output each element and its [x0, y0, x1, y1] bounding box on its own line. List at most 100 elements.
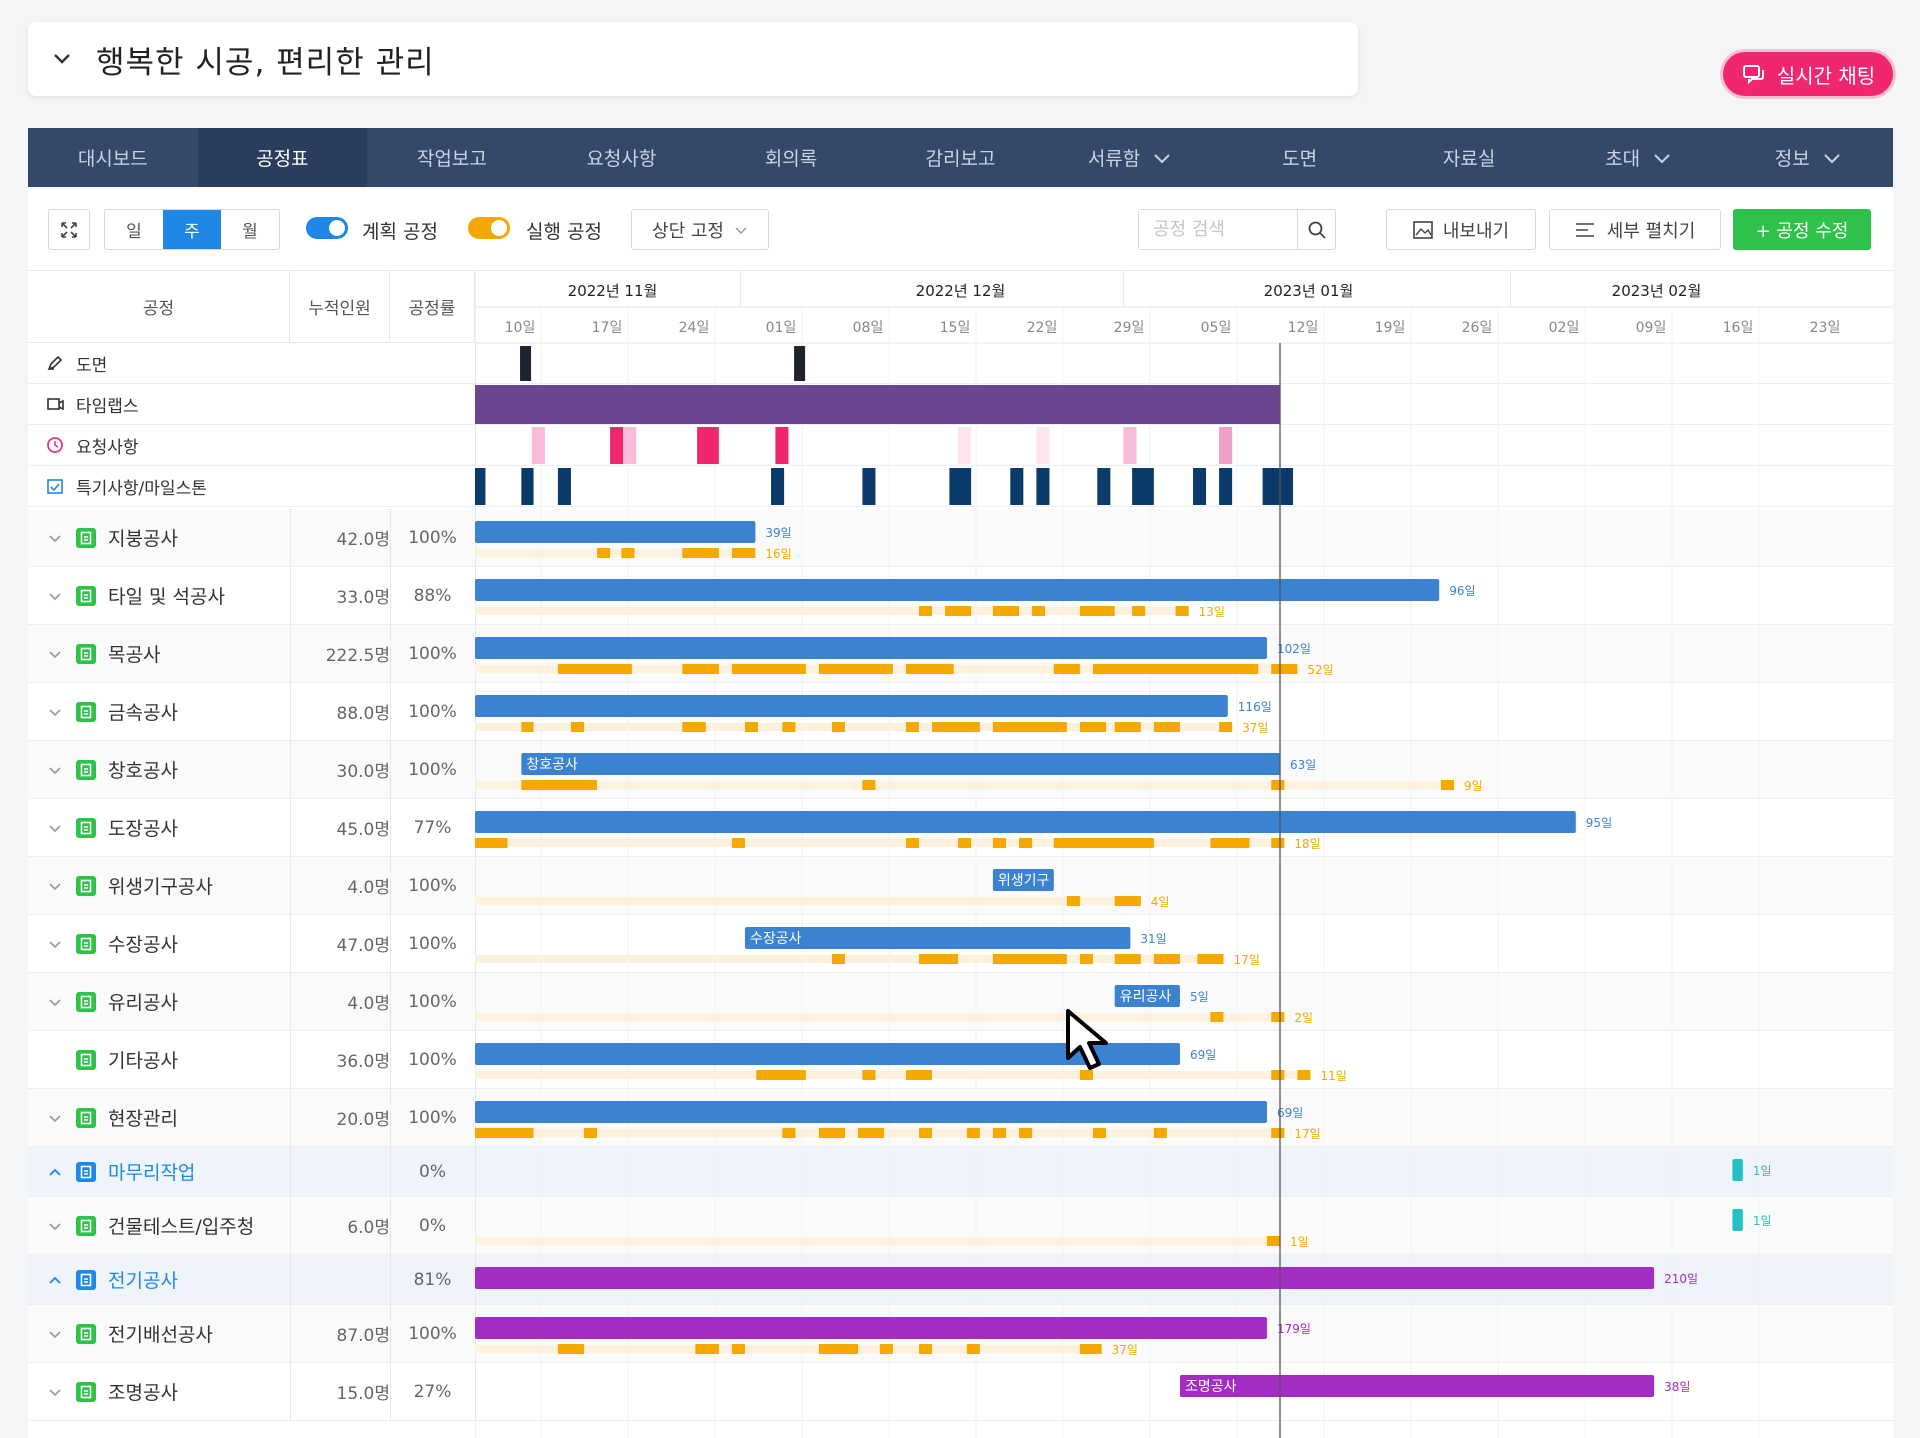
task-name-cell[interactable]: 목공사 — [28, 625, 160, 682]
actual-bar — [905, 722, 919, 732]
task-name-cell[interactable]: 전기공사 — [28, 1255, 178, 1304]
chevron-down-icon[interactable] — [46, 645, 64, 663]
column-divider — [390, 857, 391, 914]
nav-item-3[interactable]: 요청사항 — [537, 128, 707, 187]
live-chat-button[interactable]: 실시간 채팅 — [1723, 52, 1893, 96]
table-row: 20.0명 100% 현장관리 — [28, 1089, 1893, 1147]
task-name-cell[interactable]: 타임랩스 — [28, 384, 139, 424]
chevron-down-icon[interactable] — [46, 1325, 64, 1343]
task-name-cell[interactable]: 전기배선공사 — [28, 1305, 213, 1362]
chevron-down-icon[interactable] — [46, 1383, 64, 1401]
col-header-rate: 공정률 — [390, 271, 475, 342]
nav-item-7[interactable]: 도면 — [1215, 128, 1385, 187]
plan-bar — [475, 811, 1576, 833]
task-workers: 222.5명 — [325, 646, 390, 666]
expand-details-button[interactable]: 세부 펼치기 — [1549, 209, 1721, 250]
week-label: 17일 — [592, 320, 623, 336]
nav-item-10[interactable]: 정보 — [1723, 128, 1893, 187]
edit-process-button[interactable]: + 공정 수정 — [1733, 209, 1871, 250]
chevron-up-icon[interactable] — [46, 1163, 64, 1181]
actual-bar — [557, 664, 632, 674]
month-label: 2022년 11월 — [568, 282, 658, 300]
task-name-cell[interactable]: 도장공사 — [28, 799, 178, 856]
fullscreen-button[interactable] — [48, 209, 90, 250]
chevron-down-icon[interactable] — [46, 529, 64, 547]
special-row-label: 도면 — [76, 355, 108, 376]
task-rate: 100% — [408, 991, 457, 1012]
task-name-cell[interactable]: 유리공사 — [28, 973, 178, 1030]
actual-bar — [1079, 1070, 1093, 1080]
chevron-down-icon[interactable] — [46, 761, 64, 779]
task-name-cell[interactable]: 요청사항 — [28, 425, 139, 465]
view-week-button[interactable]: 주 — [163, 210, 221, 249]
chevron-down-icon[interactable] — [46, 703, 64, 721]
column-divider — [390, 915, 391, 972]
nav-item-0[interactable]: 대시보드 — [28, 128, 198, 187]
export-button[interactable]: 내보내기 — [1386, 209, 1536, 250]
chevron-down-icon[interactable] — [50, 47, 74, 71]
plan-days-label: 102일 — [1277, 642, 1311, 656]
task-name-cell[interactable]: 현장관리 — [28, 1089, 178, 1146]
task-name-cell[interactable]: 조명공사 — [28, 1363, 178, 1420]
task-name-label: 전기배선공사 — [108, 1324, 213, 1346]
table-row: 4.0명 100% 위생기구공사 — [28, 857, 1893, 915]
task-name-cell[interactable]: 도면 — [28, 343, 107, 383]
actual-bar — [992, 954, 1067, 964]
nav-item-8[interactable]: 자료실 — [1384, 128, 1554, 187]
nav-item-9[interactable]: 초대 — [1554, 128, 1724, 187]
view-month-button[interactable]: 월 — [242, 222, 258, 242]
task-name-cell[interactable]: 특기사항/마일스톤 — [28, 466, 207, 506]
fix-top-dropdown[interactable]: 상단 고정 — [631, 209, 769, 250]
table-row: 33.0명 88% 타일 및 석공사 — [28, 567, 1893, 625]
actual-bar — [521, 780, 598, 790]
chevron-down-icon[interactable] — [46, 819, 64, 837]
nav-item-6[interactable]: 서류함 — [1045, 128, 1215, 187]
task-name-cell[interactable]: 창호공사 — [28, 741, 178, 798]
document-icon — [76, 875, 96, 896]
nav-item-1[interactable]: 공정표 — [197, 128, 368, 187]
chevron-down-icon[interactable] — [46, 877, 64, 895]
column-divider — [390, 1305, 391, 1362]
request-icon — [47, 437, 63, 453]
actual-bar — [1019, 838, 1033, 848]
chevron-down-icon[interactable] — [46, 1051, 64, 1069]
task-name-cell[interactable]: 금속공사 — [28, 683, 178, 740]
nav-item-2[interactable]: 작업보고 — [367, 128, 537, 187]
actual-bar — [731, 664, 806, 674]
search-input[interactable] — [1139, 210, 1297, 249]
chevron-down-icon[interactable] — [46, 1217, 64, 1235]
chevron-down-icon[interactable] — [46, 1109, 64, 1127]
plan-toggle[interactable] — [306, 217, 348, 239]
column-divider — [290, 973, 291, 1030]
task-name-cell[interactable]: 위생기구공사 — [28, 857, 213, 914]
chevron-down-icon[interactable] — [46, 993, 64, 1011]
actual-toggle[interactable] — [468, 217, 510, 239]
mouse-cursor-icon — [1066, 1009, 1108, 1070]
chevron-down-icon[interactable] — [46, 587, 64, 605]
task-name-cell[interactable]: 수장공사 — [28, 915, 178, 972]
task-name-cell[interactable]: 마무리작업 — [28, 1147, 195, 1196]
milestone-mark — [1036, 468, 1050, 505]
plan-days-label: 69일 — [1190, 1048, 1216, 1062]
column-divider — [290, 1197, 291, 1254]
chevron-up-icon[interactable] — [46, 1271, 64, 1289]
nav-item-5[interactable]: 감리보고 — [876, 128, 1046, 187]
table-header: 공정 누적인원 공정률 — [28, 271, 475, 343]
chevron-down-icon[interactable] — [46, 935, 64, 953]
actual-bar — [966, 1128, 980, 1138]
task-name-cell[interactable]: 지붕공사 — [28, 509, 178, 566]
view-day-button[interactable]: 일 — [126, 222, 142, 242]
task-name-cell[interactable]: 기타공사 — [28, 1031, 178, 1088]
document-icon — [76, 933, 96, 954]
actual-bar — [1440, 780, 1454, 790]
task-name-cell[interactable]: 건물테스트/입주청 — [28, 1197, 254, 1254]
task-name-cell[interactable]: 타일 및 석공사 — [28, 567, 225, 624]
plan-toggle-label: 계획 공정 — [362, 221, 438, 243]
search-button[interactable] — [1297, 210, 1335, 249]
task-rate: 100% — [408, 875, 457, 896]
week-label: 22일 — [1027, 320, 1058, 336]
actual-bar — [1079, 722, 1106, 732]
nav-item-4[interactable]: 회의록 — [706, 128, 876, 187]
table-row: 88.0명 100% 금속공사 — [28, 683, 1893, 741]
gantt-svg: 2022년 11월 2022년 12월 2023년 01월 2023년 02월 10일 1… — [475, 271, 1893, 1438]
